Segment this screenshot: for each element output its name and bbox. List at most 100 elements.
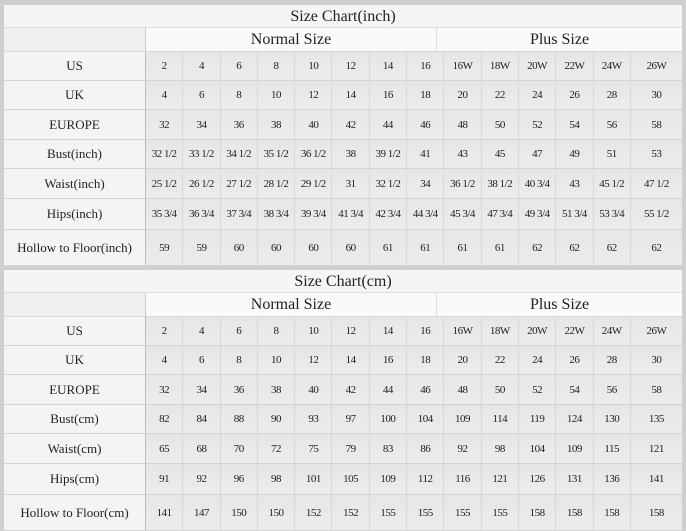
row-label: Hollow to Floor(inch) (4, 230, 146, 265)
table-cell: 34 (183, 375, 221, 404)
table-cell: 8 (257, 52, 296, 80)
row-label: UK (4, 81, 146, 109)
table-cell: 44 (369, 375, 408, 404)
table-cell: 6 (183, 346, 221, 374)
table-cell: 45 (481, 140, 519, 168)
table-cell: 96 (220, 464, 258, 494)
table-cell: 40 (295, 375, 333, 404)
table-cell: 24 (518, 346, 557, 374)
table-cell: 14 (369, 317, 408, 345)
plus-size-header: Plus Size (437, 28, 682, 51)
table-cell: 47 1/2 (630, 169, 682, 198)
table-cell: 8 (257, 317, 296, 345)
table-cell: 41 (407, 140, 445, 168)
chart-title: Size Chart(inch) (4, 5, 682, 28)
table-cell: 43 (556, 169, 594, 198)
table-cell: 12 (295, 81, 333, 109)
table-cell: 6 (220, 317, 258, 345)
table-cell: 22W (556, 317, 594, 345)
table-cell: 32 (146, 375, 184, 404)
size-chart-cm: Size Chart(cm) Normal Size Plus Size US 2… (4, 270, 682, 531)
table-cell: 12 (332, 317, 370, 345)
table-cell: 124 (556, 405, 594, 433)
table-cell: 16 (407, 52, 445, 80)
table-cell: 56 (593, 375, 631, 404)
row-label: US (4, 52, 146, 80)
table-body: US 2 4 6 8 10 12 14 16 16W 18W 20W 22W 24W 26W UK 4 6 8 10 1… (4, 52, 682, 266)
table-row: UK 4 6 8 10 12 14 16 18 20 22 24 26 28 30 (4, 81, 682, 110)
table-cell: 100 (369, 405, 408, 433)
table-cell: 32 1/2 (146, 140, 184, 168)
table-cell: 150 (257, 495, 296, 530)
table-cell: 10 (257, 346, 296, 374)
row-label: UK (4, 346, 146, 374)
table-cell: 50 (481, 375, 519, 404)
table-cell: 16 (369, 346, 408, 374)
size-group-header: Normal Size Plus Size (4, 28, 682, 52)
table-cell: 33 1/2 (183, 140, 221, 168)
table-cell: 141 (630, 464, 682, 494)
table-cell: 121 (630, 434, 682, 463)
table-cell: 12 (332, 52, 370, 80)
table-cell: 48 (444, 375, 482, 404)
table-cell: 42 (332, 375, 370, 404)
table-cell: 6 (183, 81, 221, 109)
table-cell: 18W (481, 52, 519, 80)
table-cell: 36 3/4 (183, 199, 221, 229)
table-cell: 48 (444, 110, 482, 139)
table-cell: 18 (407, 346, 445, 374)
table-cell: 130 (593, 405, 631, 433)
table-cell: 53 (630, 140, 682, 168)
table-cell: 38 (332, 140, 370, 168)
table-cell: 30 (630, 81, 682, 109)
table-cell: 10 (295, 52, 333, 80)
table-cell: 65 (146, 434, 184, 463)
table-cell: 4 (146, 346, 184, 374)
size-group-header: Normal Size Plus Size (4, 293, 682, 317)
table-cell: 98 (257, 464, 296, 494)
table-cell: 35 3/4 (146, 199, 184, 229)
table-row: EUROPE 32 34 36 38 40 42 44 46 48 50 52 54 56 58 (4, 375, 682, 405)
table-cell: 26 (556, 346, 594, 374)
table-cell: 36 (220, 375, 258, 404)
row-label: US (4, 317, 146, 345)
table-cell: 24W (593, 317, 631, 345)
table-cell: 68 (183, 434, 221, 463)
table-cell: 79 (332, 434, 370, 463)
table-cell: 34 1/2 (220, 140, 258, 168)
table-cell: 60 (220, 230, 258, 265)
table-cell: 61 (407, 230, 445, 265)
table-cell: 2 (146, 52, 184, 80)
normal-size-header: Normal Size (146, 28, 437, 51)
table-cell: 10 (295, 317, 333, 345)
table-cell: 54 (556, 110, 594, 139)
table-cell: 16 (369, 81, 408, 109)
table-cell: 27 1/2 (220, 169, 258, 198)
table-cell: 20W (518, 317, 557, 345)
table-cell: 114 (481, 405, 519, 433)
table-cell: 61 (444, 230, 482, 265)
plus-size-header: Plus Size (437, 293, 682, 316)
table-cell: 61 (481, 230, 519, 265)
row-label: Hips(cm) (4, 464, 146, 494)
table-body: US 2 4 6 8 10 12 14 16 16W 18W 20W 22W 24W 26W UK 4 6 8 10 1… (4, 317, 682, 531)
table-cell: 104 (407, 405, 445, 433)
table-cell: 36 1/2 (295, 140, 333, 168)
table-cell: 25 1/2 (146, 169, 184, 198)
table-cell: 70 (220, 434, 258, 463)
table-cell: 18 (407, 81, 445, 109)
table-cell: 158 (518, 495, 557, 530)
table-cell: 158 (593, 495, 631, 530)
table-row: US 2 4 6 8 10 12 14 16 16W 18W 20W 22W 24W 26W (4, 317, 682, 346)
table-cell: 155 (481, 495, 519, 530)
table-cell: 92 (444, 434, 482, 463)
table-cell: 131 (556, 464, 594, 494)
table-cell: 152 (332, 495, 370, 530)
table-cell: 49 3/4 (518, 199, 557, 229)
table-cell: 28 (593, 81, 631, 109)
table-cell: 14 (332, 346, 370, 374)
table-cell: 45 1/2 (593, 169, 631, 198)
table-cell: 26 (556, 81, 594, 109)
table-cell: 62 (593, 230, 631, 265)
table-cell: 62 (518, 230, 557, 265)
